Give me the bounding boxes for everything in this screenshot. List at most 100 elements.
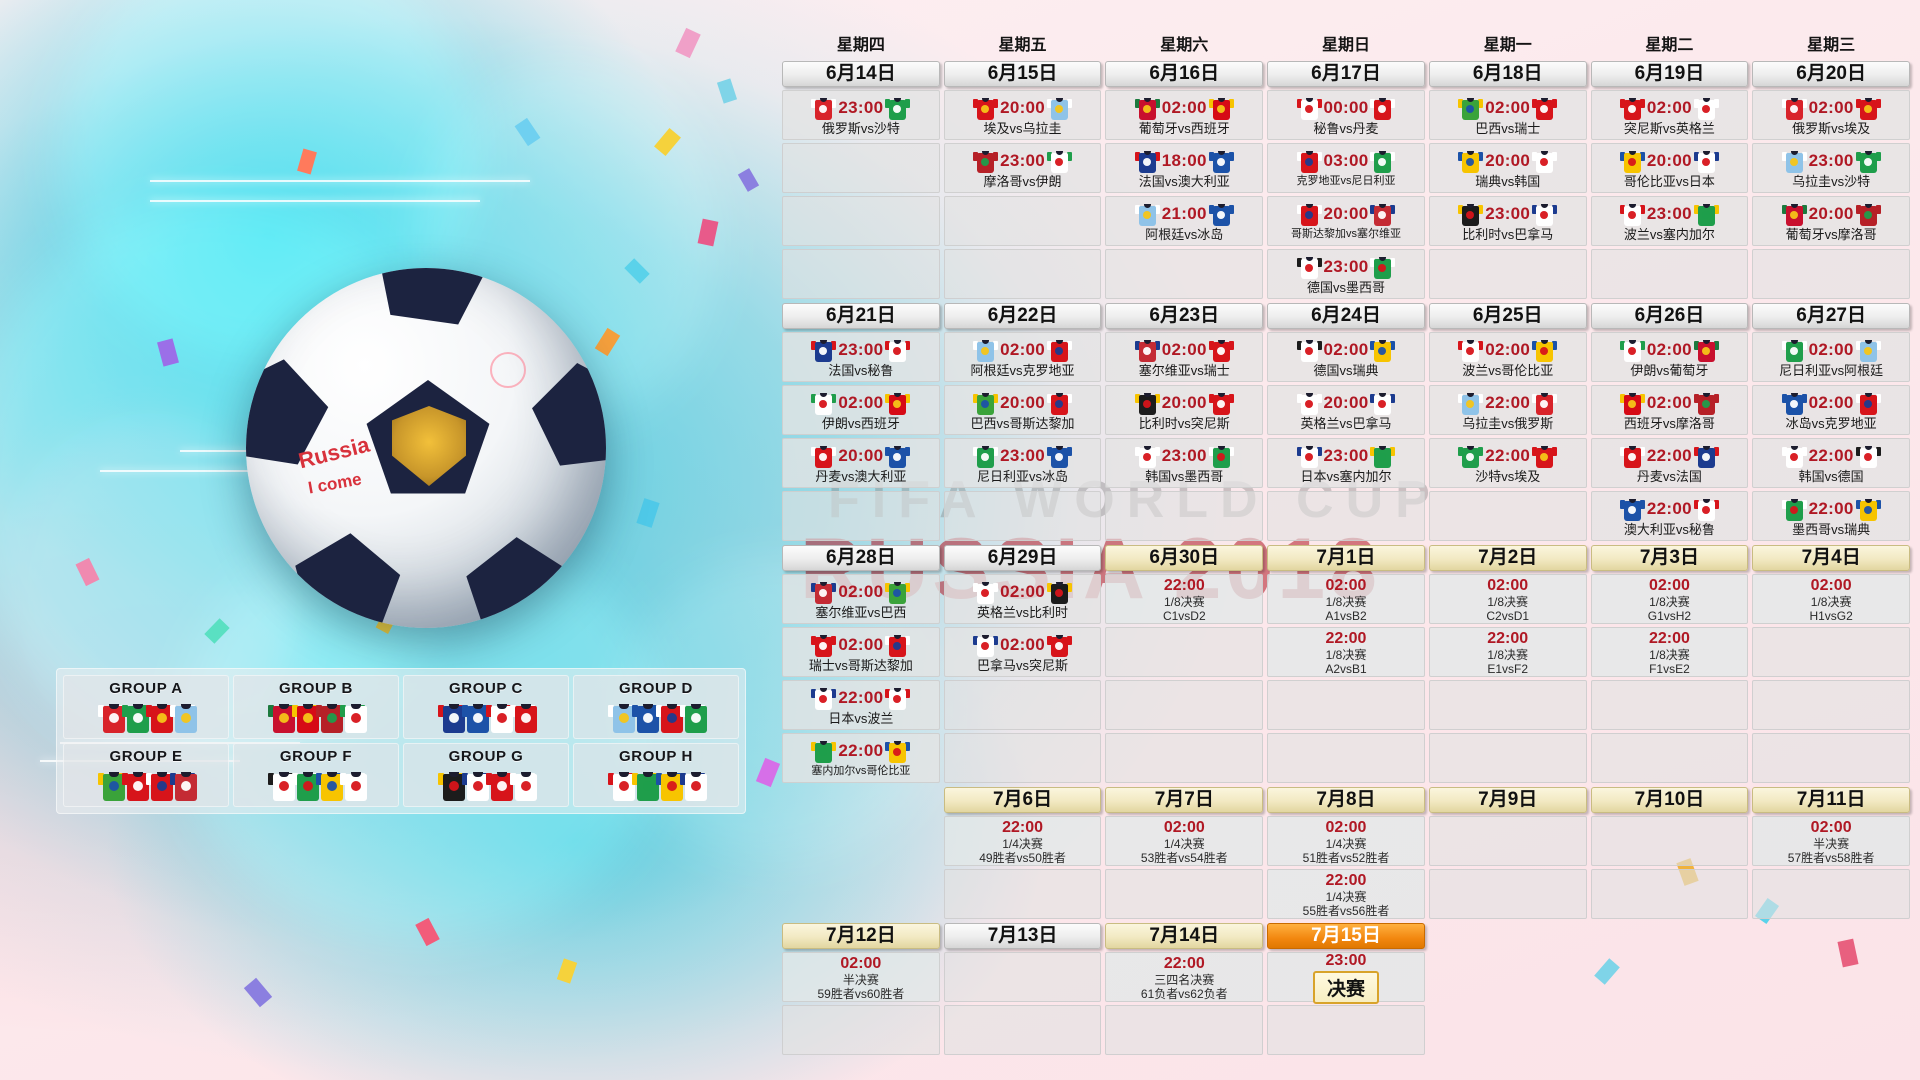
match-cell[interactable]: 23:00 俄罗斯vs沙特 [782, 90, 940, 140]
date-header[interactable]: 6月24日 [1267, 303, 1425, 329]
knockout-match-cell[interactable]: 02:00 1/8决赛 A1vsB2 [1267, 574, 1425, 624]
group-box-b[interactable]: GROUP B [233, 675, 399, 739]
knockout-match-cell[interactable]: 02:00 半决赛 59胜者vs60胜者 [782, 952, 940, 1002]
match-cell[interactable]: 02:00 西班牙vs摩洛哥 [1590, 385, 1749, 435]
match-cell[interactable]: 22:00 丹麦vs法国 [1590, 438, 1749, 488]
group-box-e[interactable]: GROUP E [63, 743, 229, 807]
match-cell[interactable]: 23:00 日本vs塞内加尔 [1267, 438, 1425, 488]
match-cell[interactable]: 02:00 巴西vs瑞士 [1428, 90, 1587, 140]
match-cell[interactable]: 02:00 阿根廷vs克罗地亚 [943, 332, 1102, 382]
knockout-match-cell[interactable]: 02:00 1/8决赛 G1vsH2 [1590, 574, 1749, 624]
match-cell[interactable]: 02:00 葡萄牙vs西班牙 [1105, 90, 1264, 140]
match-cell[interactable]: 20:00 巴西vs哥斯达黎加 [943, 385, 1102, 435]
match-cell[interactable]: 20:00 英格兰vs巴拿马 [1267, 385, 1425, 435]
match-cell[interactable]: 02:00 英格兰vs比利时 [943, 574, 1102, 624]
match-cell[interactable]: 20:00 丹麦vs澳大利亚 [782, 438, 940, 488]
date-header[interactable]: 7月1日 [1267, 545, 1425, 571]
match-cell[interactable]: 22:00 墨西哥vs瑞典 [1752, 491, 1910, 541]
group-box-f[interactable]: GROUP F [233, 743, 399, 807]
knockout-match-cell[interactable]: 02:00 1/8决赛 C2vsD1 [1428, 574, 1587, 624]
match-cell[interactable]: 02:00 塞尔维亚vs巴西 [782, 574, 940, 624]
match-cell[interactable]: 23:00 尼日利亚vs冰岛 [943, 438, 1102, 488]
knockout-match-cell[interactable]: 23:00 决赛 [1267, 952, 1425, 1004]
match-cell[interactable]: 23:00 摩洛哥vs伊朗 [943, 143, 1102, 193]
knockout-match-cell[interactable]: 22:00 1/8决赛 E1vsF2 [1428, 627, 1587, 677]
match-cell[interactable]: 18:00 法国vs澳大利亚 [1105, 143, 1264, 193]
date-header[interactable]: 6月21日 [782, 303, 940, 329]
group-box-a[interactable]: GROUP A [63, 675, 229, 739]
match-cell[interactable]: 02:00 伊朗vs西班牙 [782, 385, 940, 435]
match-cell[interactable]: 20:00 葡萄牙vs摩洛哥 [1752, 196, 1910, 246]
date-header[interactable]: 7月8日 [1267, 787, 1425, 813]
knockout-match-cell[interactable]: 22:00 1/8决赛 C1vsD2 [1105, 574, 1264, 624]
date-header[interactable]: 7月11日 [1752, 787, 1910, 813]
match-cell[interactable]: 02:00 突尼斯vs英格兰 [1590, 90, 1749, 140]
group-box-d[interactable]: GROUP D [573, 675, 739, 739]
match-cell[interactable]: 20:00 埃及vs乌拉圭 [943, 90, 1102, 140]
knockout-match-cell[interactable]: 22:00 1/8决赛 F1vsE2 [1590, 627, 1749, 677]
match-cell[interactable]: 20:00 哥斯达黎加vs塞尔维亚 [1267, 196, 1425, 246]
knockout-match-cell[interactable]: 22:00 三四名决赛 61负者vs62负者 [1105, 952, 1264, 1002]
date-header[interactable]: 6月17日 [1267, 61, 1425, 87]
match-cell[interactable]: 20:00 瑞典vs韩国 [1428, 143, 1587, 193]
date-header[interactable]: 6月29日 [943, 545, 1102, 571]
match-cell[interactable]: 22:00 澳大利亚vs秘鲁 [1590, 491, 1749, 541]
match-cell[interactable]: 03:00 克罗地亚vs尼日利亚 [1267, 143, 1425, 193]
date-header[interactable]: 7月3日 [1590, 545, 1749, 571]
date-header[interactable]: 6月18日 [1428, 61, 1587, 87]
date-header[interactable]: 7月2日 [1428, 545, 1587, 571]
date-header[interactable]: 6月26日 [1590, 303, 1749, 329]
match-cell[interactable]: 02:00 德国vs瑞典 [1267, 332, 1425, 382]
match-cell[interactable]: 22:00 乌拉圭vs俄罗斯 [1428, 385, 1587, 435]
date-header[interactable]: 7月6日 [943, 787, 1102, 813]
date-header[interactable]: 6月25日 [1428, 303, 1587, 329]
group-box-h[interactable]: GROUP H [573, 743, 739, 807]
date-header[interactable]: 6月16日 [1105, 61, 1264, 87]
knockout-match-cell[interactable]: 22:00 1/4决赛 49胜者vs50胜者 [943, 816, 1102, 866]
knockout-match-cell[interactable]: 02:00 1/4决赛 51胜者vs52胜者 [1267, 816, 1425, 866]
match-cell[interactable]: 02:00 巴拿马vs突尼斯 [943, 627, 1102, 677]
date-header[interactable]: 6月14日 [782, 61, 940, 87]
date-header[interactable]: 6月15日 [943, 61, 1102, 87]
match-cell[interactable]: 21:00 阿根廷vs冰岛 [1105, 196, 1264, 246]
match-cell[interactable]: 23:00 韩国vs墨西哥 [1105, 438, 1264, 488]
match-cell[interactable]: 22:00 韩国vs德国 [1752, 438, 1910, 488]
match-cell[interactable]: 02:00 尼日利亚vs阿根廷 [1752, 332, 1910, 382]
date-header[interactable]: 6月23日 [1105, 303, 1264, 329]
match-cell[interactable]: 23:00 德国vs墨西哥 [1267, 249, 1425, 299]
match-cell[interactable]: 22:00 日本vs波兰 [782, 680, 940, 730]
match-cell[interactable]: 02:00 波兰vs哥伦比亚 [1428, 332, 1587, 382]
match-cell[interactable]: 02:00 塞尔维亚vs瑞士 [1105, 332, 1264, 382]
date-header[interactable]: 6月22日 [943, 303, 1102, 329]
date-header[interactable]: 7月7日 [1105, 787, 1264, 813]
match-cell[interactable]: 02:00 冰岛vs克罗地亚 [1752, 385, 1910, 435]
match-cell[interactable]: 02:00 瑞士vs哥斯达黎加 [782, 627, 940, 677]
date-header[interactable]: 6月30日 [1105, 545, 1264, 571]
knockout-match-cell[interactable]: 02:00 半决赛 57胜者vs58胜者 [1752, 816, 1910, 866]
match-cell[interactable]: 22:00 塞内加尔vs哥伦比亚 [782, 733, 940, 783]
match-cell[interactable]: 23:00 波兰vs塞内加尔 [1590, 196, 1749, 246]
date-header[interactable]: 7月10日 [1590, 787, 1749, 813]
date-header[interactable]: 7月4日 [1752, 545, 1910, 571]
date-header[interactable]: 7月15日 [1267, 923, 1425, 949]
group-box-c[interactable]: GROUP C [403, 675, 569, 739]
match-cell[interactable]: 02:00 伊朗vs葡萄牙 [1590, 332, 1749, 382]
knockout-match-cell[interactable]: 02:00 1/8决赛 H1vsG2 [1752, 574, 1910, 624]
date-header[interactable]: 6月28日 [782, 545, 940, 571]
match-cell[interactable]: 20:00 比利时vs突尼斯 [1105, 385, 1264, 435]
date-header[interactable]: 6月27日 [1752, 303, 1910, 329]
date-header[interactable]: 6月20日 [1752, 61, 1910, 87]
date-header[interactable]: 7月13日 [943, 923, 1102, 949]
match-cell[interactable]: 20:00 哥伦比亚vs日本 [1590, 143, 1749, 193]
date-header[interactable]: 6月19日 [1590, 61, 1749, 87]
knockout-match-cell[interactable]: 02:00 1/4决赛 53胜者vs54胜者 [1105, 816, 1264, 866]
knockout-match-cell[interactable]: 22:00 1/8决赛 A2vsB1 [1267, 627, 1425, 677]
date-header[interactable]: 7月9日 [1428, 787, 1587, 813]
match-cell[interactable]: 23:00 比利时vs巴拿马 [1428, 196, 1587, 246]
date-header[interactable]: 7月14日 [1105, 923, 1264, 949]
match-cell[interactable]: 23:00 乌拉圭vs沙特 [1752, 143, 1910, 193]
match-cell[interactable]: 22:00 沙特vs埃及 [1428, 438, 1587, 488]
date-header[interactable]: 7月12日 [782, 923, 940, 949]
match-cell[interactable]: 23:00 法国vs秘鲁 [782, 332, 940, 382]
match-cell[interactable]: 02:00 俄罗斯vs埃及 [1752, 90, 1910, 140]
